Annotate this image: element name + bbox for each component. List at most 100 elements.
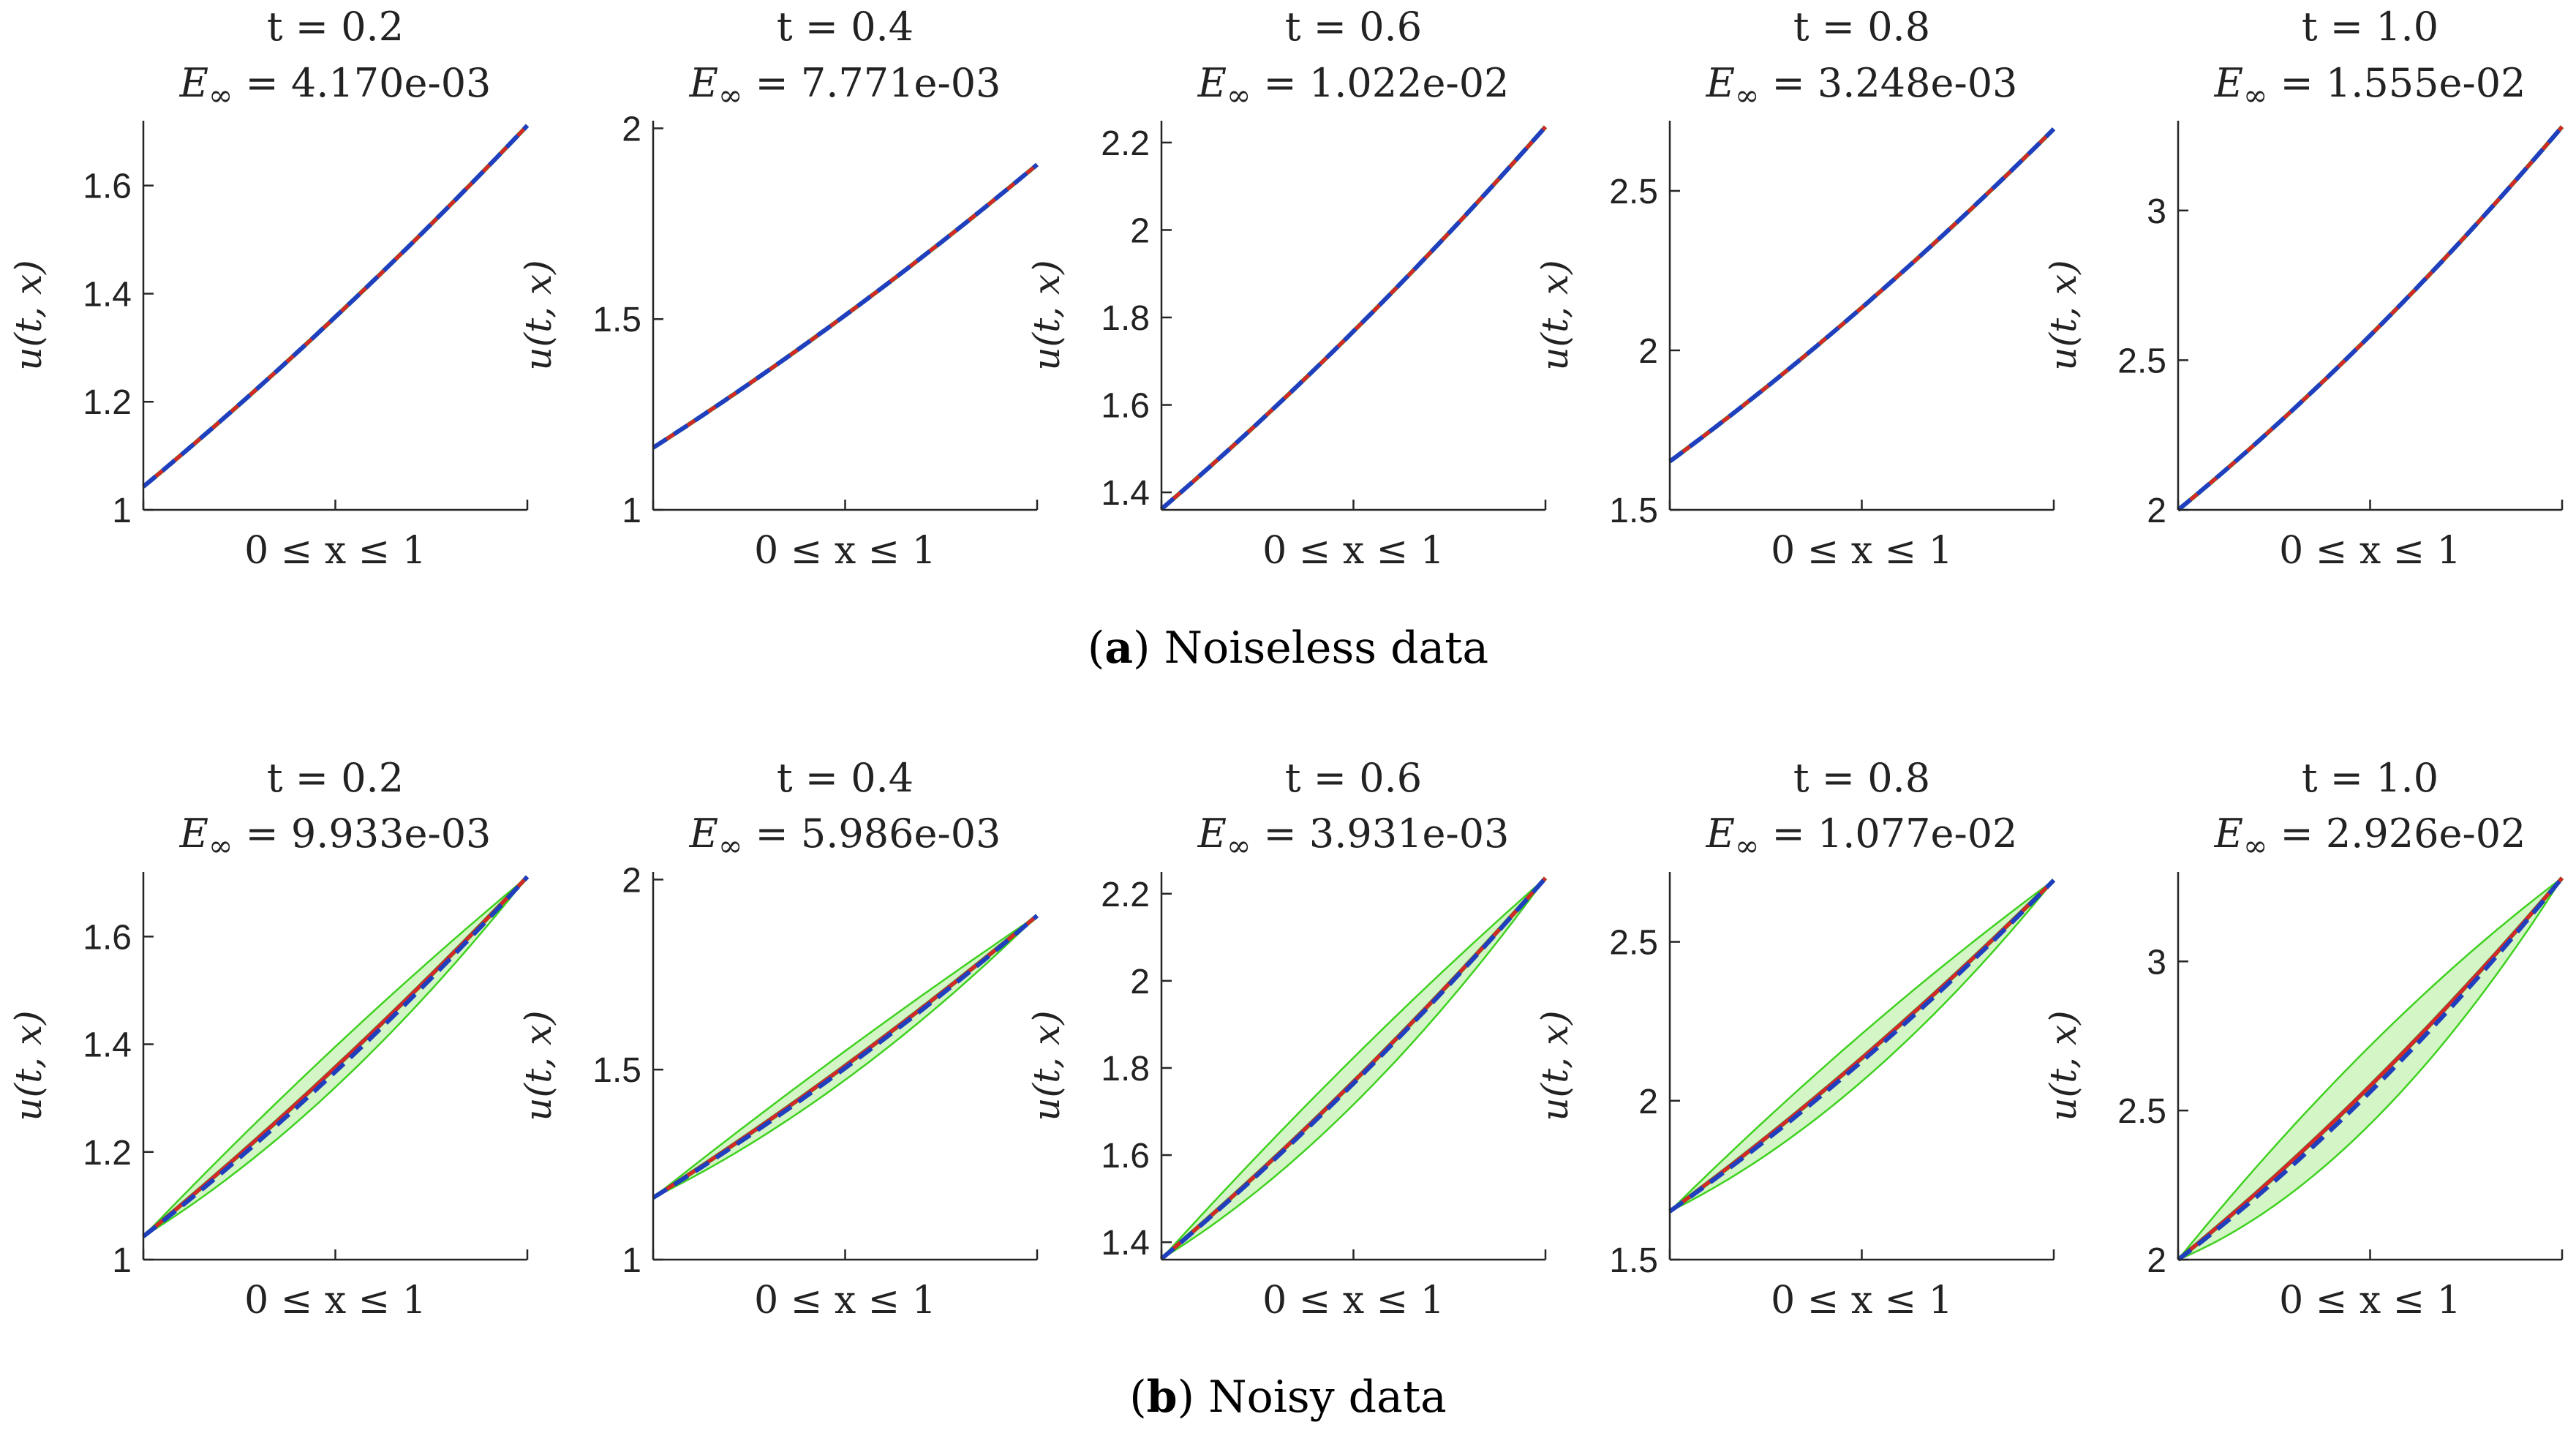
y-tick-label: 2: [2147, 492, 2166, 530]
panels-group: 1 1.2 1.4 1.6 u(t, x) 0 ≤ x ≤ 1 t = 0.2 E∞ = 4.…: [7, 4, 2564, 1323]
y-tick-label: 1.6: [83, 168, 132, 206]
x-axis-label: 0 ≤ x ≤ 1: [244, 529, 426, 573]
y-tick-label: 1.5: [1609, 492, 1658, 530]
y-tick-label: 2.2: [1101, 124, 1150, 163]
caption-b-text: Noisy data: [1194, 1372, 1447, 1423]
panel-b-2: 1 1.5 2 u(t, x) 0 ≤ x ≤ 1 t = 0.4 E∞ = 5.986e-…: [517, 755, 1039, 1323]
caption-b: (b) Noisy data: [1129, 1372, 1447, 1423]
y-tick-label: 1.5: [1609, 1241, 1658, 1280]
y-tick-label: 1.2: [83, 1134, 132, 1173]
x-axis-label: 0 ≤ x ≤ 1: [1771, 529, 1953, 573]
caption-a-text: Noiseless data: [1150, 623, 1489, 674]
panel-a-5: 2 2.5 3 u(t, x) 0 ≤ x ≤ 1 t = 1.0 E∞ = 1.555e-…: [2042, 4, 2564, 573]
panel-b-3: 1.4 1.6 1.8 2 2.2 u(t, x) 0 ≤ x ≤ 1 t = 0.6 E∞ =…: [1025, 755, 1548, 1323]
band-upper-edge: [652, 914, 1038, 1199]
y-tick-label: 2: [1130, 211, 1150, 250]
y-tick-label: 2.2: [1101, 876, 1150, 914]
caption-b-letter: b: [1147, 1372, 1178, 1423]
y-tick-label: 1: [112, 1241, 132, 1280]
prediction-line: [142, 124, 529, 489]
y-tick-label: 1.6: [83, 918, 132, 957]
y-tick-label: 3: [2147, 943, 2166, 982]
y-axis-label: u(t, x): [2042, 260, 2084, 370]
caption-a-letter: a: [1104, 623, 1133, 674]
uncertainty-band: [1670, 880, 2054, 1211]
panel-title-error: E∞ = 7.771e-03: [689, 60, 1001, 113]
panel-a-2: 1 1.5 2 u(t, x) 0 ≤ x ≤ 1 t = 0.4 E∞ = 7.771e-…: [517, 4, 1039, 573]
panel-a-4: 1.5 2 2.5 u(t, x) 0 ≤ x ≤ 1 t = 0.8 E∞ = 3.248…: [1534, 4, 2056, 573]
mean-dashed-line: [1160, 125, 1548, 511]
panel-title-error: E∞ = 2.926e-02: [2214, 810, 2526, 863]
panel-title-error: E∞ = 4.170e-03: [179, 60, 492, 113]
y-tick-label: 2: [1638, 332, 1658, 371]
y-axis-label: u(t, x): [1534, 260, 1576, 370]
y-tick-label: 1: [112, 492, 132, 530]
panel-a-1: 1 1.2 1.4 1.6 u(t, x) 0 ≤ x ≤ 1 t = 0.2 E∞ = 4.…: [7, 4, 530, 573]
exact-solution-line: [652, 162, 1039, 450]
y-tick-label: 2: [1130, 963, 1150, 1001]
exact-solution-line: [1668, 127, 2056, 464]
band-upper-edge: [1161, 877, 1546, 1260]
y-tick-label: 1.4: [83, 1026, 132, 1065]
prediction-line: [1668, 127, 2055, 463]
mean-dashed-line: [142, 875, 530, 1238]
panel-title-time: t = 0.8: [1793, 4, 1930, 50]
prediction-line: [652, 163, 1039, 450]
panel-title-time: t = 0.2: [267, 755, 404, 801]
x-axis-label: 0 ≤ x ≤ 1: [2279, 529, 2461, 573]
band-lower-edge: [1669, 879, 2055, 1213]
band-lower-edge: [2177, 877, 2564, 1261]
y-tick-label: 1.6: [1101, 1137, 1150, 1176]
y-tick-label: 1.8: [1101, 1050, 1150, 1088]
band-upper-edge: [2177, 877, 2563, 1260]
y-tick-label: 2: [1638, 1083, 1658, 1121]
uncertainty-band: [2178, 878, 2562, 1260]
x-axis-label: 0 ≤ x ≤ 1: [1262, 529, 1445, 573]
mean-dashed-line: [142, 124, 530, 489]
panel-title-error: E∞ = 1.077e-02: [1706, 810, 2018, 863]
panel-b-4: 1.5 2 2.5 u(t, x) 0 ≤ x ≤ 1 t = 0.8 E∞ = 1.077…: [1534, 755, 2056, 1323]
y-axis-label: u(t, x): [7, 1010, 50, 1121]
band-upper-edge: [1669, 879, 2055, 1212]
prediction-line: [2177, 125, 2564, 511]
y-axis-label: u(t, x): [517, 1010, 560, 1121]
x-axis-label: 0 ≤ x ≤ 1: [1771, 1279, 1953, 1323]
mean-dashed-line: [1668, 127, 2056, 464]
panel-title-time: t = 0.4: [777, 755, 914, 801]
mean-dashed-line: [2177, 125, 2564, 512]
x-axis-label: 0 ≤ x ≤ 1: [244, 1279, 426, 1323]
prediction-line: [2177, 876, 2564, 1261]
y-tick-label: 1.5: [592, 1051, 641, 1090]
panel-title-time: t = 1.0: [2302, 755, 2438, 801]
exact-solution-line: [2177, 125, 2564, 512]
mean-dashed-line: [1160, 876, 1548, 1261]
y-tick-label: 2.5: [2117, 1092, 2166, 1131]
x-axis-label: 0 ≤ x ≤ 1: [2279, 1279, 2461, 1323]
panel-title-time: t = 0.4: [777, 4, 914, 50]
panel-title-error: E∞ = 5.986e-03: [689, 810, 1001, 863]
y-tick-label: 3: [2147, 192, 2166, 231]
panel-title-time: t = 0.2: [267, 4, 404, 50]
y-axis-label: u(t, x): [1534, 1010, 1576, 1121]
y-tick-label: 2: [2147, 1241, 2166, 1280]
y-tick-label: 1.8: [1101, 299, 1150, 338]
panel-b-5: 2 2.5 3 u(t, x) 0 ≤ x ≤ 1 t = 1.0 E∞ = 2.926e-…: [2042, 755, 2564, 1323]
x-axis-label: 0 ≤ x ≤ 1: [754, 1279, 936, 1323]
y-tick-label: 2: [622, 110, 641, 148]
y-tick-label: 1.2: [83, 383, 132, 422]
y-tick-label: 1.4: [83, 275, 132, 314]
uncertainty-band: [143, 876, 527, 1237]
panel-title-time: t = 0.6: [1285, 755, 1422, 801]
y-tick-label: 2.5: [2117, 342, 2166, 380]
y-tick-label: 1: [622, 1241, 641, 1280]
y-axis-label: u(t, x): [7, 260, 50, 370]
y-tick-label: 1.5: [592, 301, 641, 339]
band-lower-edge: [1161, 877, 1547, 1260]
band-lower-edge: [143, 876, 528, 1238]
prediction-line: [1160, 125, 1547, 511]
band-upper-edge: [143, 876, 528, 1238]
caption-a: (a) Noiseless data: [1088, 623, 1488, 674]
y-axis-label: u(t, x): [517, 260, 560, 370]
y-tick-label: 1.6: [1101, 387, 1150, 426]
